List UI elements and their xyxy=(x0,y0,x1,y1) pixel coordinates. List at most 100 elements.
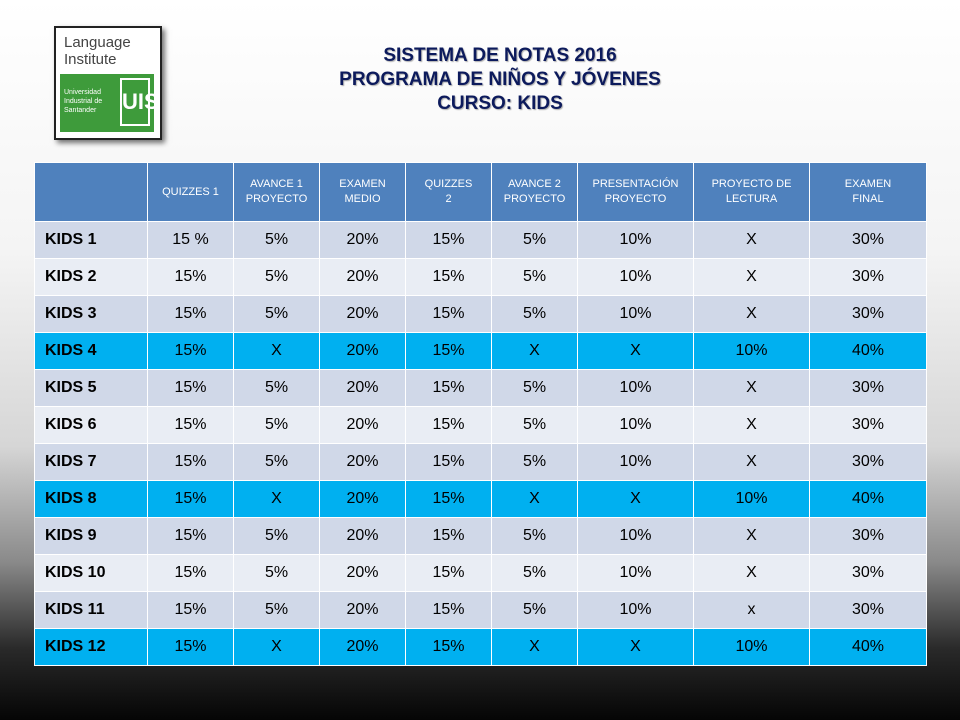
header-text-line: EXAMEN xyxy=(339,178,386,190)
grade-cell: X xyxy=(233,628,320,666)
header-text-line: PROYECTO xyxy=(245,193,308,205)
table-row: KIDS 10 15% 5% 20% 15% 5% 10% X 30% xyxy=(34,554,927,592)
table-row: KIDS 5 15% 5% 20% 15% 5% 10% X 30% xyxy=(34,369,927,407)
grade-cell: 30% xyxy=(809,406,927,444)
grade-cell: 10% xyxy=(577,517,694,555)
grade-cell: 20% xyxy=(319,517,406,555)
grade-cell: 5% xyxy=(491,443,578,481)
table-row: KIDS 7 15% 5% 20% 15% 5% 10% X 30% xyxy=(34,443,927,481)
grade-cell: 20% xyxy=(319,221,406,259)
grade-cell: 15 % xyxy=(147,221,234,259)
table-header-cell: EXAMEN MEDIO xyxy=(319,162,406,222)
grade-cell: x xyxy=(693,591,810,629)
table-header-cell: QUIZZES 1 xyxy=(147,162,234,222)
grade-cell: 30% xyxy=(809,554,927,592)
table-header-cell: PRESENTACIÓN PROYECTO xyxy=(577,162,694,222)
table-header-corner xyxy=(34,162,148,222)
grade-cell: X xyxy=(693,369,810,407)
table-row: KIDS 12 15% X 20% 15% X X 10% 40% xyxy=(34,628,927,666)
grade-cell: X xyxy=(693,221,810,259)
logo-green-panel: Universidad Industrial de Santander UIS xyxy=(60,74,159,132)
page-title: SISTEMA DE NOTAS 2016 PROGRAMA DE NIÑOS … xyxy=(230,44,770,116)
grade-cell: 5% xyxy=(233,517,320,555)
grade-cell: 30% xyxy=(809,591,927,629)
grade-cell: 15% xyxy=(147,554,234,592)
header-text-line: QUIZZES xyxy=(424,178,473,190)
header-text-line: 2 xyxy=(445,193,452,205)
grade-cell: 30% xyxy=(809,517,927,555)
grade-cell: 5% xyxy=(233,221,320,259)
grade-cell: 15% xyxy=(405,628,492,666)
grade-cell: 20% xyxy=(319,258,406,296)
grade-cell: 5% xyxy=(491,258,578,296)
header-text-line: EXAMEN xyxy=(844,178,892,190)
grade-cell: 5% xyxy=(491,221,578,259)
grade-cell: X xyxy=(577,480,694,518)
grade-cell: 10% xyxy=(577,258,694,296)
grade-cell: 10% xyxy=(577,554,694,592)
table-row: KIDS 11 15% 5% 20% 15% 5% 10% x 30% xyxy=(34,591,927,629)
grade-cell: 30% xyxy=(809,258,927,296)
grade-cell: 20% xyxy=(319,295,406,333)
grade-cell: 20% xyxy=(319,554,406,592)
logo-line-2: Institute xyxy=(64,51,117,68)
grade-cell: 10% xyxy=(693,480,810,518)
grade-cell: 5% xyxy=(233,443,320,481)
grade-cell: X xyxy=(233,480,320,518)
header-text-line: PRESENTACIÓN xyxy=(592,178,679,190)
grade-cell: 15% xyxy=(147,480,234,518)
grade-cell: 20% xyxy=(319,443,406,481)
table-header-cell: AVANCE 1 PROYECTO xyxy=(233,162,320,222)
grade-cell: 5% xyxy=(233,369,320,407)
row-label: KIDS 1 xyxy=(34,221,148,259)
table-row: KIDS 2 15% 5% 20% 15% 5% 10% X 30% xyxy=(34,258,927,296)
grade-cell: 5% xyxy=(233,295,320,333)
row-label: KIDS 5 xyxy=(34,369,148,407)
table-row: KIDS 6 15% 5% 20% 15% 5% 10% X 30% xyxy=(34,406,927,444)
grade-cell: 20% xyxy=(319,628,406,666)
grade-cell: 40% xyxy=(809,628,927,666)
logo-line-1: Language xyxy=(64,34,131,51)
grade-cell: X xyxy=(233,332,320,370)
grade-cell: 20% xyxy=(319,406,406,444)
title-line-3: CURSO: KIDS xyxy=(437,93,563,114)
grade-cell: 15% xyxy=(147,406,234,444)
row-label: KIDS 11 xyxy=(34,591,148,629)
grade-cell: X xyxy=(577,628,694,666)
row-label: KIDS 4 xyxy=(34,332,148,370)
row-label: KIDS 12 xyxy=(34,628,148,666)
grade-cell: X xyxy=(693,258,810,296)
grade-cell: 10% xyxy=(693,332,810,370)
grade-cell: 15% xyxy=(405,332,492,370)
header-text-line: QUIZZES 1 xyxy=(162,185,219,198)
uis-seal-icon: UIS xyxy=(120,78,159,126)
grade-cell: 10% xyxy=(577,295,694,333)
grade-cell: 5% xyxy=(233,554,320,592)
grade-cell: 15% xyxy=(147,443,234,481)
grade-cell: 5% xyxy=(491,295,578,333)
grade-cell: 10% xyxy=(577,591,694,629)
header-text-line: LECTURA xyxy=(725,193,778,205)
grade-cell: X xyxy=(693,406,810,444)
table-row: KIDS 8 15% X 20% 15% X X 10% 40% xyxy=(34,480,927,518)
table-row: KIDS 1 15 % 5% 20% 15% 5% 10% X 30% xyxy=(34,221,927,259)
grade-cell: 5% xyxy=(491,369,578,407)
grade-cell: 15% xyxy=(405,517,492,555)
row-label: KIDS 10 xyxy=(34,554,148,592)
grade-cell: 20% xyxy=(319,591,406,629)
grade-cell: 15% xyxy=(405,591,492,629)
grade-cell: 15% xyxy=(405,554,492,592)
grade-cell: 10% xyxy=(577,221,694,259)
row-label: KIDS 3 xyxy=(34,295,148,333)
title-line-2: PROGRAMA DE NIÑOS Y JÓVENES xyxy=(339,69,661,90)
grade-cell: 10% xyxy=(577,369,694,407)
table-header-cell: AVANCE 2 PROYECTO xyxy=(491,162,578,222)
grade-cell: 15% xyxy=(147,295,234,333)
grade-cell: 20% xyxy=(319,369,406,407)
grade-cell: 20% xyxy=(319,480,406,518)
grade-cell: 30% xyxy=(809,295,927,333)
grade-cell: 5% xyxy=(491,554,578,592)
grade-cell: 5% xyxy=(233,258,320,296)
language-institute-logo: Language Institute Universidad Industria… xyxy=(54,26,162,140)
table-row: KIDS 9 15% 5% 20% 15% 5% 10% X 30% xyxy=(34,517,927,555)
